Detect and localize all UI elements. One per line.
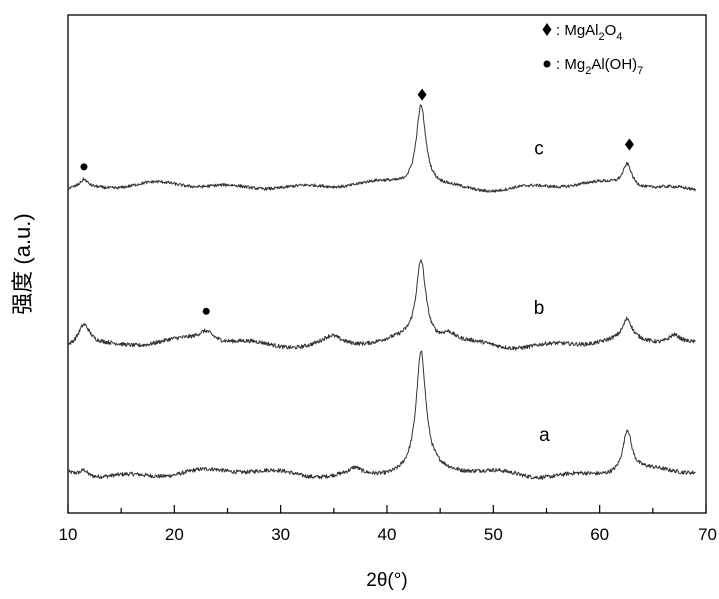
curve-label-c: c <box>534 138 544 159</box>
curve-labels: a b c <box>534 138 550 445</box>
peak-markers <box>80 89 633 315</box>
trace-c <box>68 105 695 192</box>
legend-text-mgal2o4: : MgAl2O4 <box>556 22 622 43</box>
x-tick-label: 20 <box>165 525 184 544</box>
trace-a <box>68 351 695 479</box>
legend-circle-icon <box>544 61 551 68</box>
x-tick-label: 30 <box>271 525 290 544</box>
plot-frame <box>68 15 706 513</box>
peak-marker-diamond <box>418 89 427 101</box>
curve-label-b: b <box>534 298 545 319</box>
curve-label-a: a <box>539 425 550 446</box>
peak-marker-circle <box>80 163 87 170</box>
x-tick-label: 50 <box>484 525 503 544</box>
peak-marker-diamond <box>625 138 634 150</box>
legend-diamond-icon <box>543 23 552 36</box>
legend-entry-mgal2o4: : MgAl2O4 <box>543 22 623 43</box>
trace-b <box>68 260 695 350</box>
xrd-traces <box>68 105 695 479</box>
x-tick-label: 70 <box>698 525 717 544</box>
plot-border <box>68 15 706 513</box>
y-axis-label: 强度 (a.u.) <box>10 213 35 314</box>
x-axis-ticks: 10 20 30 40 50 60 70 <box>59 505 717 544</box>
x-tick-label: 40 <box>378 525 397 544</box>
legend: : MgAl2O4 : Mg2Al(OH)7 <box>543 22 644 77</box>
x-tick-label: 60 <box>590 525 609 544</box>
legend-text-mg2aloh7: : Mg2Al(OH)7 <box>556 56 643 77</box>
legend-entry-mg2aloh7: : Mg2Al(OH)7 <box>544 56 644 77</box>
peak-marker-circle <box>203 308 210 315</box>
x-axis-label: 2θ(°) <box>366 570 407 591</box>
x-tick-label: 10 <box>59 525 78 544</box>
